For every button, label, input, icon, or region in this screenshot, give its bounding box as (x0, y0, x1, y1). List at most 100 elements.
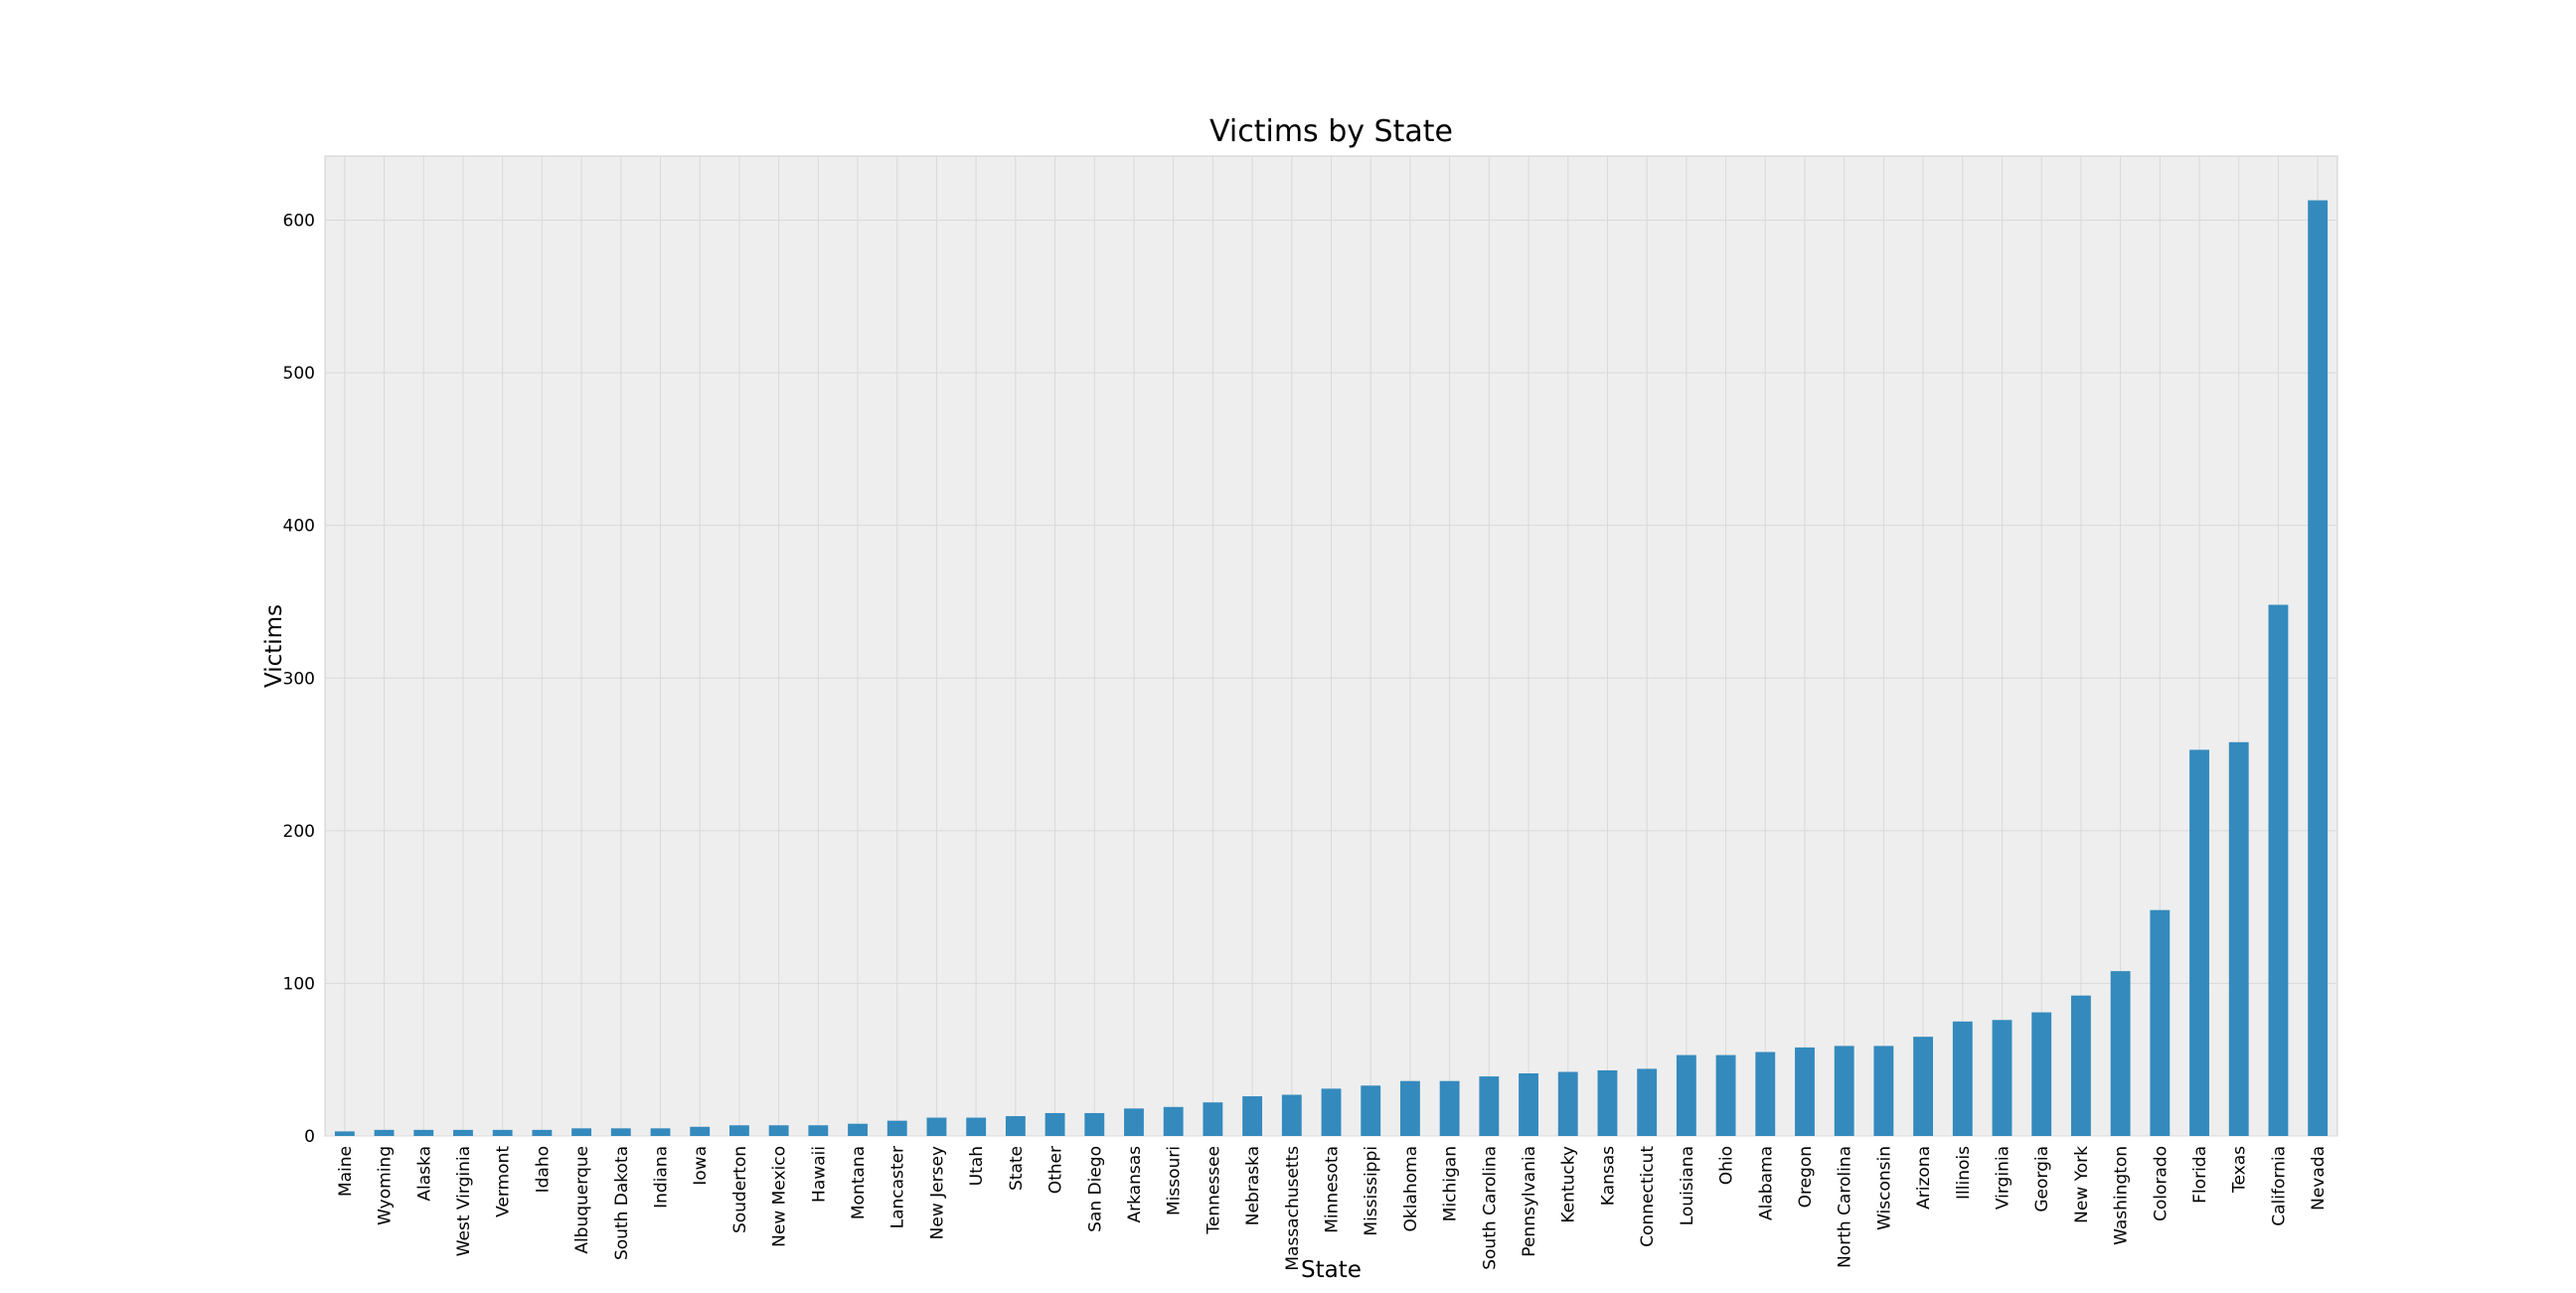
x-tick-label: Wisconsin (1874, 1146, 1894, 1230)
bar-georgia (2031, 1012, 2052, 1136)
bar-vermont (492, 1129, 513, 1136)
x-tick-label: Missouri (1165, 1146, 1185, 1215)
bar-missouri (1163, 1106, 1184, 1136)
y-tick-label: 400 (283, 517, 315, 537)
x-tick-label: Virginia (1994, 1146, 2013, 1210)
x-tick-label: Pennsylvania (1520, 1146, 1539, 1257)
bar-washington (2110, 971, 2131, 1136)
bar-wisconsin (1873, 1046, 1894, 1136)
y-tick-label: 600 (283, 212, 315, 232)
bar-maine (334, 1131, 355, 1136)
bar-iowa (690, 1126, 711, 1136)
x-tick-label: Hawaii (809, 1146, 829, 1203)
y-tick-label: 300 (283, 669, 315, 689)
bar-ohio (1715, 1054, 1736, 1136)
x-tick-label: Michigan (1441, 1146, 1461, 1221)
bar-state (1005, 1116, 1026, 1136)
bar-montana (848, 1123, 868, 1136)
x-tick-label: Kentucky (1559, 1146, 1579, 1223)
y-tick-label: 100 (283, 974, 315, 994)
bar-kentucky (1557, 1071, 1578, 1136)
bar-south-dakota (610, 1128, 631, 1136)
x-tick-label: Other (1046, 1146, 1066, 1194)
bar-virginia (1992, 1020, 2012, 1136)
chart-title: Victims by State (1209, 114, 1453, 149)
x-tick-label: Vermont (494, 1146, 514, 1217)
x-tick-label: Massachusetts (1283, 1146, 1303, 1271)
x-tick-label: Arkansas (1125, 1146, 1145, 1223)
x-tick-label: West Virginia (454, 1146, 474, 1256)
bar-new-york (2070, 995, 2091, 1136)
bar-albuquerque (571, 1128, 592, 1136)
bar-new-jersey (926, 1117, 947, 1136)
x-tick-label: New Mexico (770, 1146, 790, 1247)
bar-louisiana (1676, 1054, 1696, 1136)
x-tick-label: Montana (849, 1146, 869, 1219)
bar-texas (2228, 741, 2249, 1136)
x-tick-label: Florida (2190, 1146, 2210, 1204)
bar-colorado (2150, 909, 2171, 1136)
bar-alaska (413, 1129, 434, 1136)
x-tick-label: Louisiana (1678, 1146, 1697, 1225)
x-tick-label: San Diego (1085, 1146, 1105, 1232)
y-tick-label: 0 (304, 1127, 315, 1147)
y-tick-labels: 0 100 200 300 400 500 600 (283, 212, 315, 1147)
bar-kansas (1597, 1069, 1618, 1136)
x-tick-label: Indiana (652, 1146, 672, 1209)
bar-hawaii (808, 1125, 829, 1136)
x-tick-label: Washington (2112, 1146, 2132, 1245)
bar-utah (966, 1117, 987, 1136)
x-tick-label: Lancaster (888, 1146, 908, 1228)
bar-other (1045, 1112, 1065, 1136)
x-tick-label: Iowa (691, 1146, 711, 1186)
x-tick-label: Arizona (1914, 1146, 1934, 1210)
bar-florida (2189, 749, 2209, 1136)
bar-new-mexico (768, 1125, 789, 1136)
bar-souderton (728, 1125, 749, 1136)
x-tick-labels: Maine Wyoming Alaska West Virginia Vermont Id… (336, 1146, 2329, 1271)
x-tick-label: Mississippi (1362, 1146, 1381, 1236)
bar-illinois (1952, 1021, 1973, 1136)
x-tick-label: North Carolina (1836, 1146, 1855, 1268)
bar-lancaster (886, 1120, 907, 1136)
x-tick-label: Oregon (1796, 1146, 1816, 1208)
x-tick-label: Utah (967, 1146, 987, 1186)
x-tick-label: Nevada (2309, 1146, 2329, 1211)
bar-michigan (1439, 1080, 1460, 1136)
bar-massachusetts (1281, 1094, 1302, 1136)
x-tick-label: New Jersey (927, 1146, 947, 1239)
bar-san-diego (1084, 1112, 1105, 1136)
x-tick-label: State (1007, 1146, 1027, 1191)
x-tick-label: Texas (2230, 1146, 2250, 1194)
bar-alabama (1755, 1051, 1776, 1136)
bar-tennessee (1203, 1102, 1223, 1136)
bar-minnesota (1321, 1088, 1342, 1136)
bar-west-virginia (453, 1129, 473, 1136)
bar-nebraska (1242, 1096, 1263, 1136)
bars-group (334, 200, 2329, 1136)
x-tick-label: Georgia (2032, 1146, 2052, 1212)
bar-nevada (2308, 200, 2329, 1136)
x-tick-label: Connecticut (1638, 1146, 1658, 1247)
x-tick-label: Minnesota (1323, 1146, 1343, 1233)
x-tick-label: Nebraska (1243, 1146, 1263, 1225)
bar-idaho (532, 1129, 553, 1136)
x-tick-label: South Carolina (1480, 1146, 1500, 1270)
bar-wyoming (374, 1129, 395, 1136)
bar-california (2268, 604, 2289, 1136)
x-tick-label: Alabama (1756, 1146, 1776, 1220)
x-tick-label: Alaska (414, 1146, 434, 1202)
y-axis-label: Victims (261, 604, 287, 688)
x-tick-label: Wyoming (376, 1146, 396, 1225)
bar-south-carolina (1479, 1076, 1500, 1136)
x-tick-label: Kansas (1598, 1146, 1618, 1206)
x-tick-label: California (2269, 1146, 2289, 1226)
y-tick-label: 200 (283, 822, 315, 842)
x-tick-label: New York (2072, 1146, 2092, 1223)
y-tick-label: 500 (283, 364, 315, 384)
bar-arizona (1913, 1037, 1934, 1136)
x-tick-label: Ohio (1717, 1146, 1737, 1185)
x-tick-label: Tennessee (1204, 1146, 1223, 1235)
